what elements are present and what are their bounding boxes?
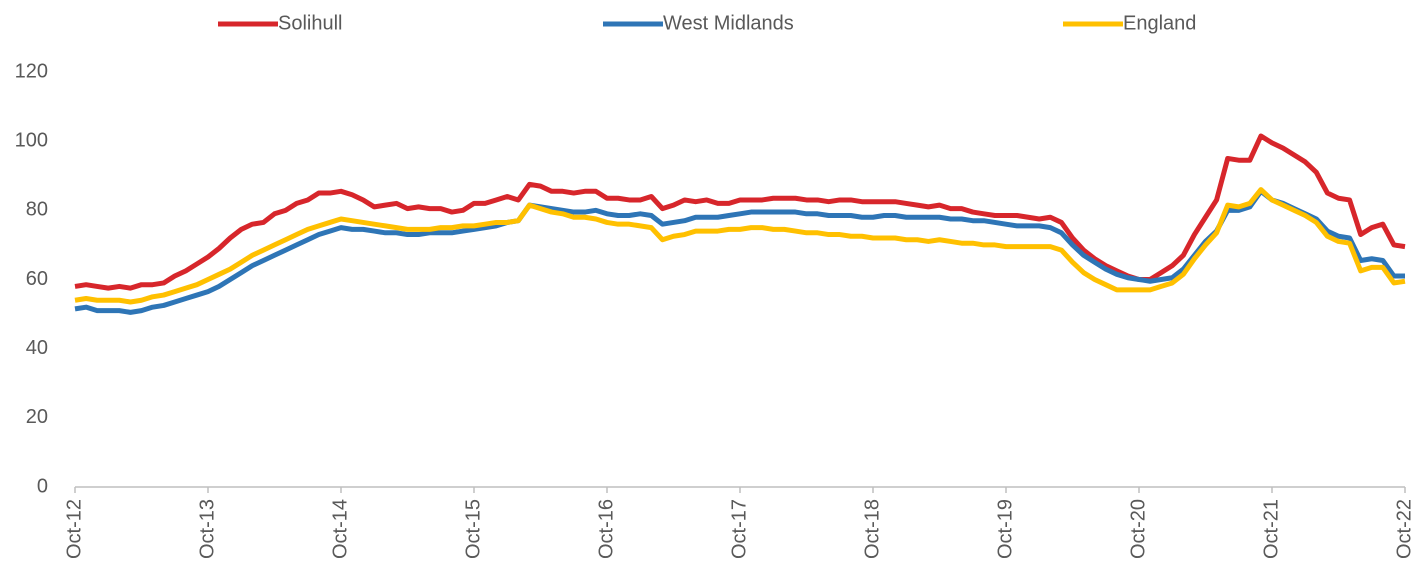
y-tick-label: 80 bbox=[26, 199, 48, 221]
series-line bbox=[74, 133, 1406, 291]
x-tick-label: Oct-17 bbox=[728, 499, 750, 559]
x-tick-label: Oct-20 bbox=[1127, 499, 1149, 559]
x-tick-label: Oct-12 bbox=[63, 499, 85, 559]
x-tick-label: Oct-15 bbox=[462, 499, 484, 559]
x-tick-label: Oct-14 bbox=[329, 499, 351, 559]
y-tick-label: 120 bbox=[15, 60, 48, 82]
y-tick-label: 20 bbox=[26, 406, 48, 428]
x-tick-label: Oct-21 bbox=[1260, 499, 1282, 559]
legend-label: England bbox=[1123, 12, 1196, 34]
legend-label: West Midlands bbox=[663, 12, 794, 34]
y-tick-label: 60 bbox=[26, 268, 48, 290]
y-tick-label: 40 bbox=[26, 337, 48, 359]
x-tick-label: Oct-13 bbox=[196, 499, 218, 559]
x-tick-label: Oct-16 bbox=[595, 499, 617, 559]
series-line bbox=[74, 187, 1406, 305]
y-tick-label: 100 bbox=[15, 129, 48, 151]
legend-label: Solihull bbox=[278, 12, 342, 34]
series-line bbox=[74, 188, 1405, 315]
x-tick-label: Oct-22 bbox=[1393, 499, 1415, 559]
x-tick-label: Oct-19 bbox=[994, 499, 1016, 559]
y-tick-label: 0 bbox=[37, 475, 48, 497]
x-tick-label: Oct-18 bbox=[861, 499, 883, 559]
